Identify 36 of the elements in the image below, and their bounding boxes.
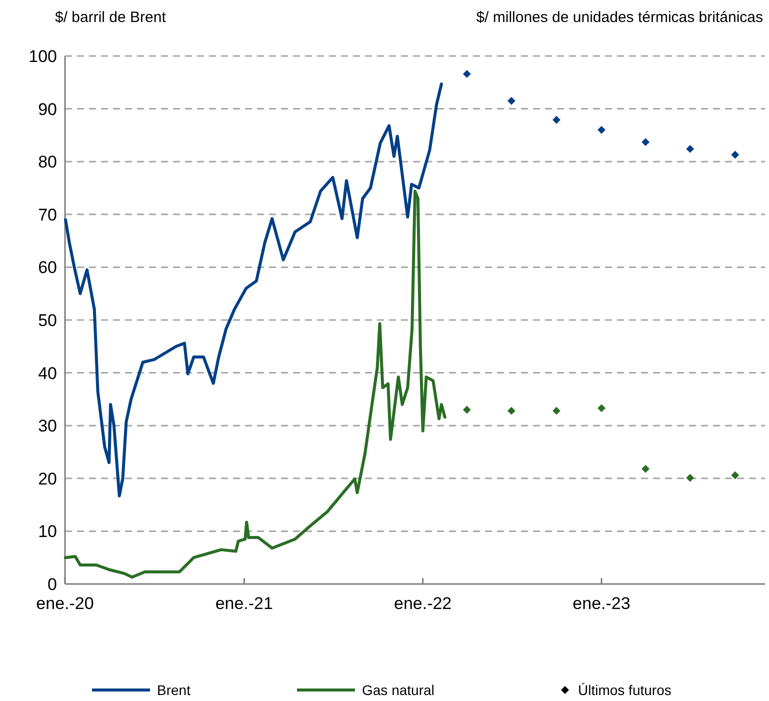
x-tick-label: ene.-21 bbox=[215, 594, 273, 613]
y-tick-label: 80 bbox=[38, 152, 57, 172]
point bbox=[507, 406, 516, 415]
point bbox=[552, 116, 560, 124]
point bbox=[462, 406, 471, 414]
legend-label: Gas natural bbox=[362, 682, 434, 698]
point bbox=[731, 471, 740, 480]
y2-axis-title: $/ millones de unidades térmicas británicas bbox=[476, 9, 763, 26]
y-tick-label: 50 bbox=[38, 310, 57, 330]
text: Últimos futuros bbox=[578, 682, 672, 698]
point bbox=[598, 404, 606, 412]
point bbox=[686, 474, 694, 482]
y-tick-label: 40 bbox=[38, 364, 57, 383]
point bbox=[642, 138, 650, 146]
y-axis-title: $/ barril de Brent bbox=[55, 9, 167, 26]
x-tick-label: ene.-23 bbox=[572, 594, 630, 613]
point bbox=[686, 144, 694, 153]
y-tick-label: 90 bbox=[38, 100, 57, 119]
y-tick-label: 100 bbox=[28, 46, 57, 66]
point bbox=[598, 126, 606, 134]
x-tick-label: ene.-20 bbox=[36, 594, 94, 613]
y-tick-label: 30 bbox=[38, 416, 57, 436]
point bbox=[462, 70, 471, 78]
line-series bbox=[64, 82, 443, 498]
point bbox=[731, 150, 740, 159]
y-tick-label: 20 bbox=[38, 469, 57, 488]
point bbox=[507, 96, 516, 105]
point bbox=[642, 464, 650, 473]
line-series bbox=[64, 190, 446, 579]
y-tick-label: 60 bbox=[38, 258, 57, 278]
y-tick-label: 10 bbox=[38, 522, 57, 542]
y-tick-label: 0 bbox=[48, 574, 57, 594]
legend-label: Brent bbox=[157, 682, 191, 698]
y-tick-label: 70 bbox=[38, 205, 57, 224]
x-tick-label: ene.-22 bbox=[394, 594, 452, 613]
point bbox=[552, 406, 560, 415]
